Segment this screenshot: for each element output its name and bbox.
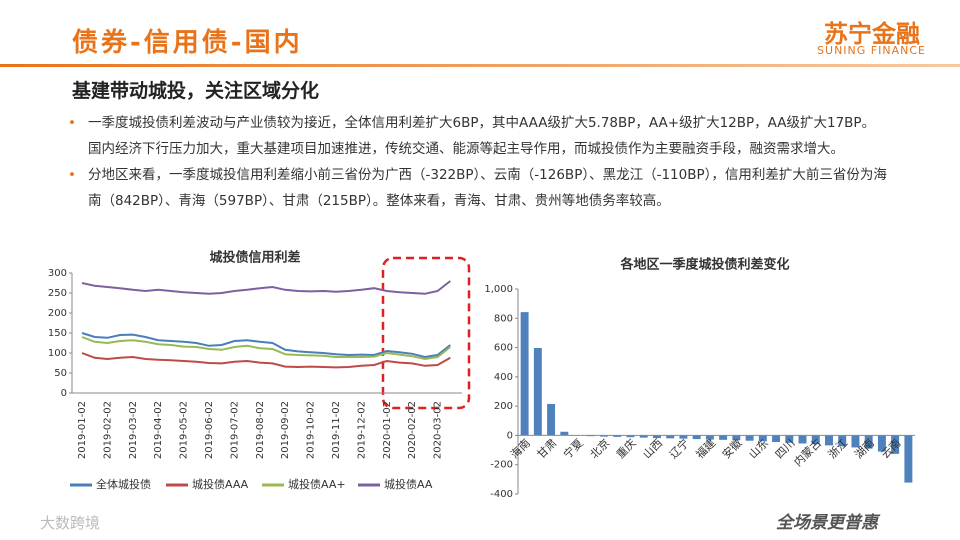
bar: [600, 435, 608, 437]
slogan: 全场景更普惠: [776, 513, 878, 533]
y-tick-label: -400: [490, 489, 513, 500]
x-tick-label: 宁夏: [560, 436, 585, 461]
watermark: 大数跨境: [40, 514, 101, 532]
x-tick-label: 2019-07-02: [229, 401, 240, 459]
bullet: 分地区来看，一季度城投信用利差缩小前三省份为广西（-322BP）、云南（-126…: [68, 162, 888, 214]
bar: [560, 431, 569, 436]
legend-label: 城投债AAA: [192, 477, 249, 491]
x-tick-label: 福建: [693, 436, 718, 461]
x-tick-label: 2019-01-02: [77, 401, 88, 459]
header-line: [0, 64, 960, 67]
y-tick-label: 50: [54, 368, 67, 379]
x-tick-label: 甘肃: [535, 436, 560, 461]
y-tick-label: 150: [48, 328, 67, 339]
x-tick-label: 山西: [640, 436, 665, 461]
legend-label: 城投债AA: [384, 477, 433, 491]
bar: [825, 435, 833, 446]
y-tick-label: 200: [494, 401, 513, 412]
bar: [732, 435, 741, 441]
bar: [798, 435, 807, 444]
x-tick-label: 重庆: [613, 436, 638, 461]
line-series: [81, 352, 451, 369]
bar: [772, 435, 781, 443]
bar: [864, 435, 873, 449]
bar: [520, 312, 529, 436]
x-tick-label: 辽宁: [666, 436, 691, 461]
legend-label: 全体城投债: [96, 477, 151, 491]
x-tick-label: 北京: [587, 436, 612, 461]
bullet-list: 一季度城投债利差波动与产业债较为接近，全体信用利差扩大6BP，其中AAA级扩大5…: [68, 110, 888, 214]
subtitle: 基建带动城投，关注区域分化: [72, 80, 320, 102]
y-tick-label: 800: [494, 313, 513, 324]
bar: [626, 435, 635, 438]
x-tick-label: 2019-11-02: [331, 401, 342, 459]
y-tick-label: 200: [48, 308, 67, 319]
y-tick-label: 0: [507, 430, 513, 441]
bullet: 一季度城投债利差波动与产业债较为接近，全体信用利差扩大6BP，其中AAA级扩大5…: [68, 110, 888, 162]
bar: [692, 435, 701, 440]
bar: [613, 435, 622, 437]
x-tick-label: 2019-12-02: [356, 401, 367, 459]
x-tick-label: 2019-09-02: [280, 401, 291, 459]
x-tick-label: 2019-03-02: [128, 401, 139, 459]
y-tick-label: 0: [61, 388, 67, 399]
bar: [705, 435, 714, 440]
x-tick-label: 2020-03-02: [433, 401, 444, 459]
bar: [639, 435, 648, 438]
x-tick-label: 2019-04-02: [153, 401, 164, 459]
bar: [719, 435, 728, 440]
bar: [547, 403, 556, 436]
x-tick-label: 2019-06-02: [204, 401, 215, 459]
line-series: [81, 280, 451, 295]
logo: 苏宁金融: [824, 20, 920, 48]
y-tick-label: -200: [490, 460, 513, 471]
x-tick-label: 2019-05-02: [179, 401, 190, 459]
chart-title: 各地区一季度城投债利差变化: [619, 257, 789, 273]
x-tick-label: 2020-01-02: [382, 401, 393, 459]
x-tick-label: 2019-10-02: [306, 401, 317, 459]
y-tick-label: 600: [494, 343, 513, 354]
bar: [904, 435, 913, 483]
bar: [811, 435, 820, 445]
bar: [679, 435, 688, 439]
slide-title: 债券-信用债-国内: [72, 28, 303, 58]
bar: [851, 435, 860, 448]
bar: [745, 435, 754, 441]
bar: [891, 435, 900, 454]
line-series: [81, 336, 451, 361]
bar: [785, 435, 794, 443]
y-tick-label: 300: [48, 268, 67, 279]
bar: [533, 348, 542, 436]
x-tick-label: 2019-08-02: [255, 401, 266, 459]
line-series: [81, 332, 451, 359]
bar: [666, 435, 675, 439]
bar: [758, 435, 767, 442]
logo-sub: SUNING FINANCE: [817, 44, 926, 57]
bar: [877, 435, 886, 452]
chart-title: 城投债信用利差: [209, 250, 300, 266]
legend-label: 城投债AA+: [288, 477, 346, 491]
y-tick-label: 400: [494, 372, 513, 383]
y-tick-label: 1,000: [484, 284, 513, 295]
x-tick-label: 2019-02-02: [102, 401, 113, 459]
y-tick-label: 250: [48, 288, 67, 299]
x-tick-label: 2020-02-02: [407, 401, 418, 459]
bar: [652, 435, 661, 439]
bar: [838, 435, 847, 447]
x-tick-label: 内蒙古: [791, 436, 824, 469]
highlight-box: [381, 256, 471, 410]
y-tick-label: 100: [48, 348, 67, 359]
